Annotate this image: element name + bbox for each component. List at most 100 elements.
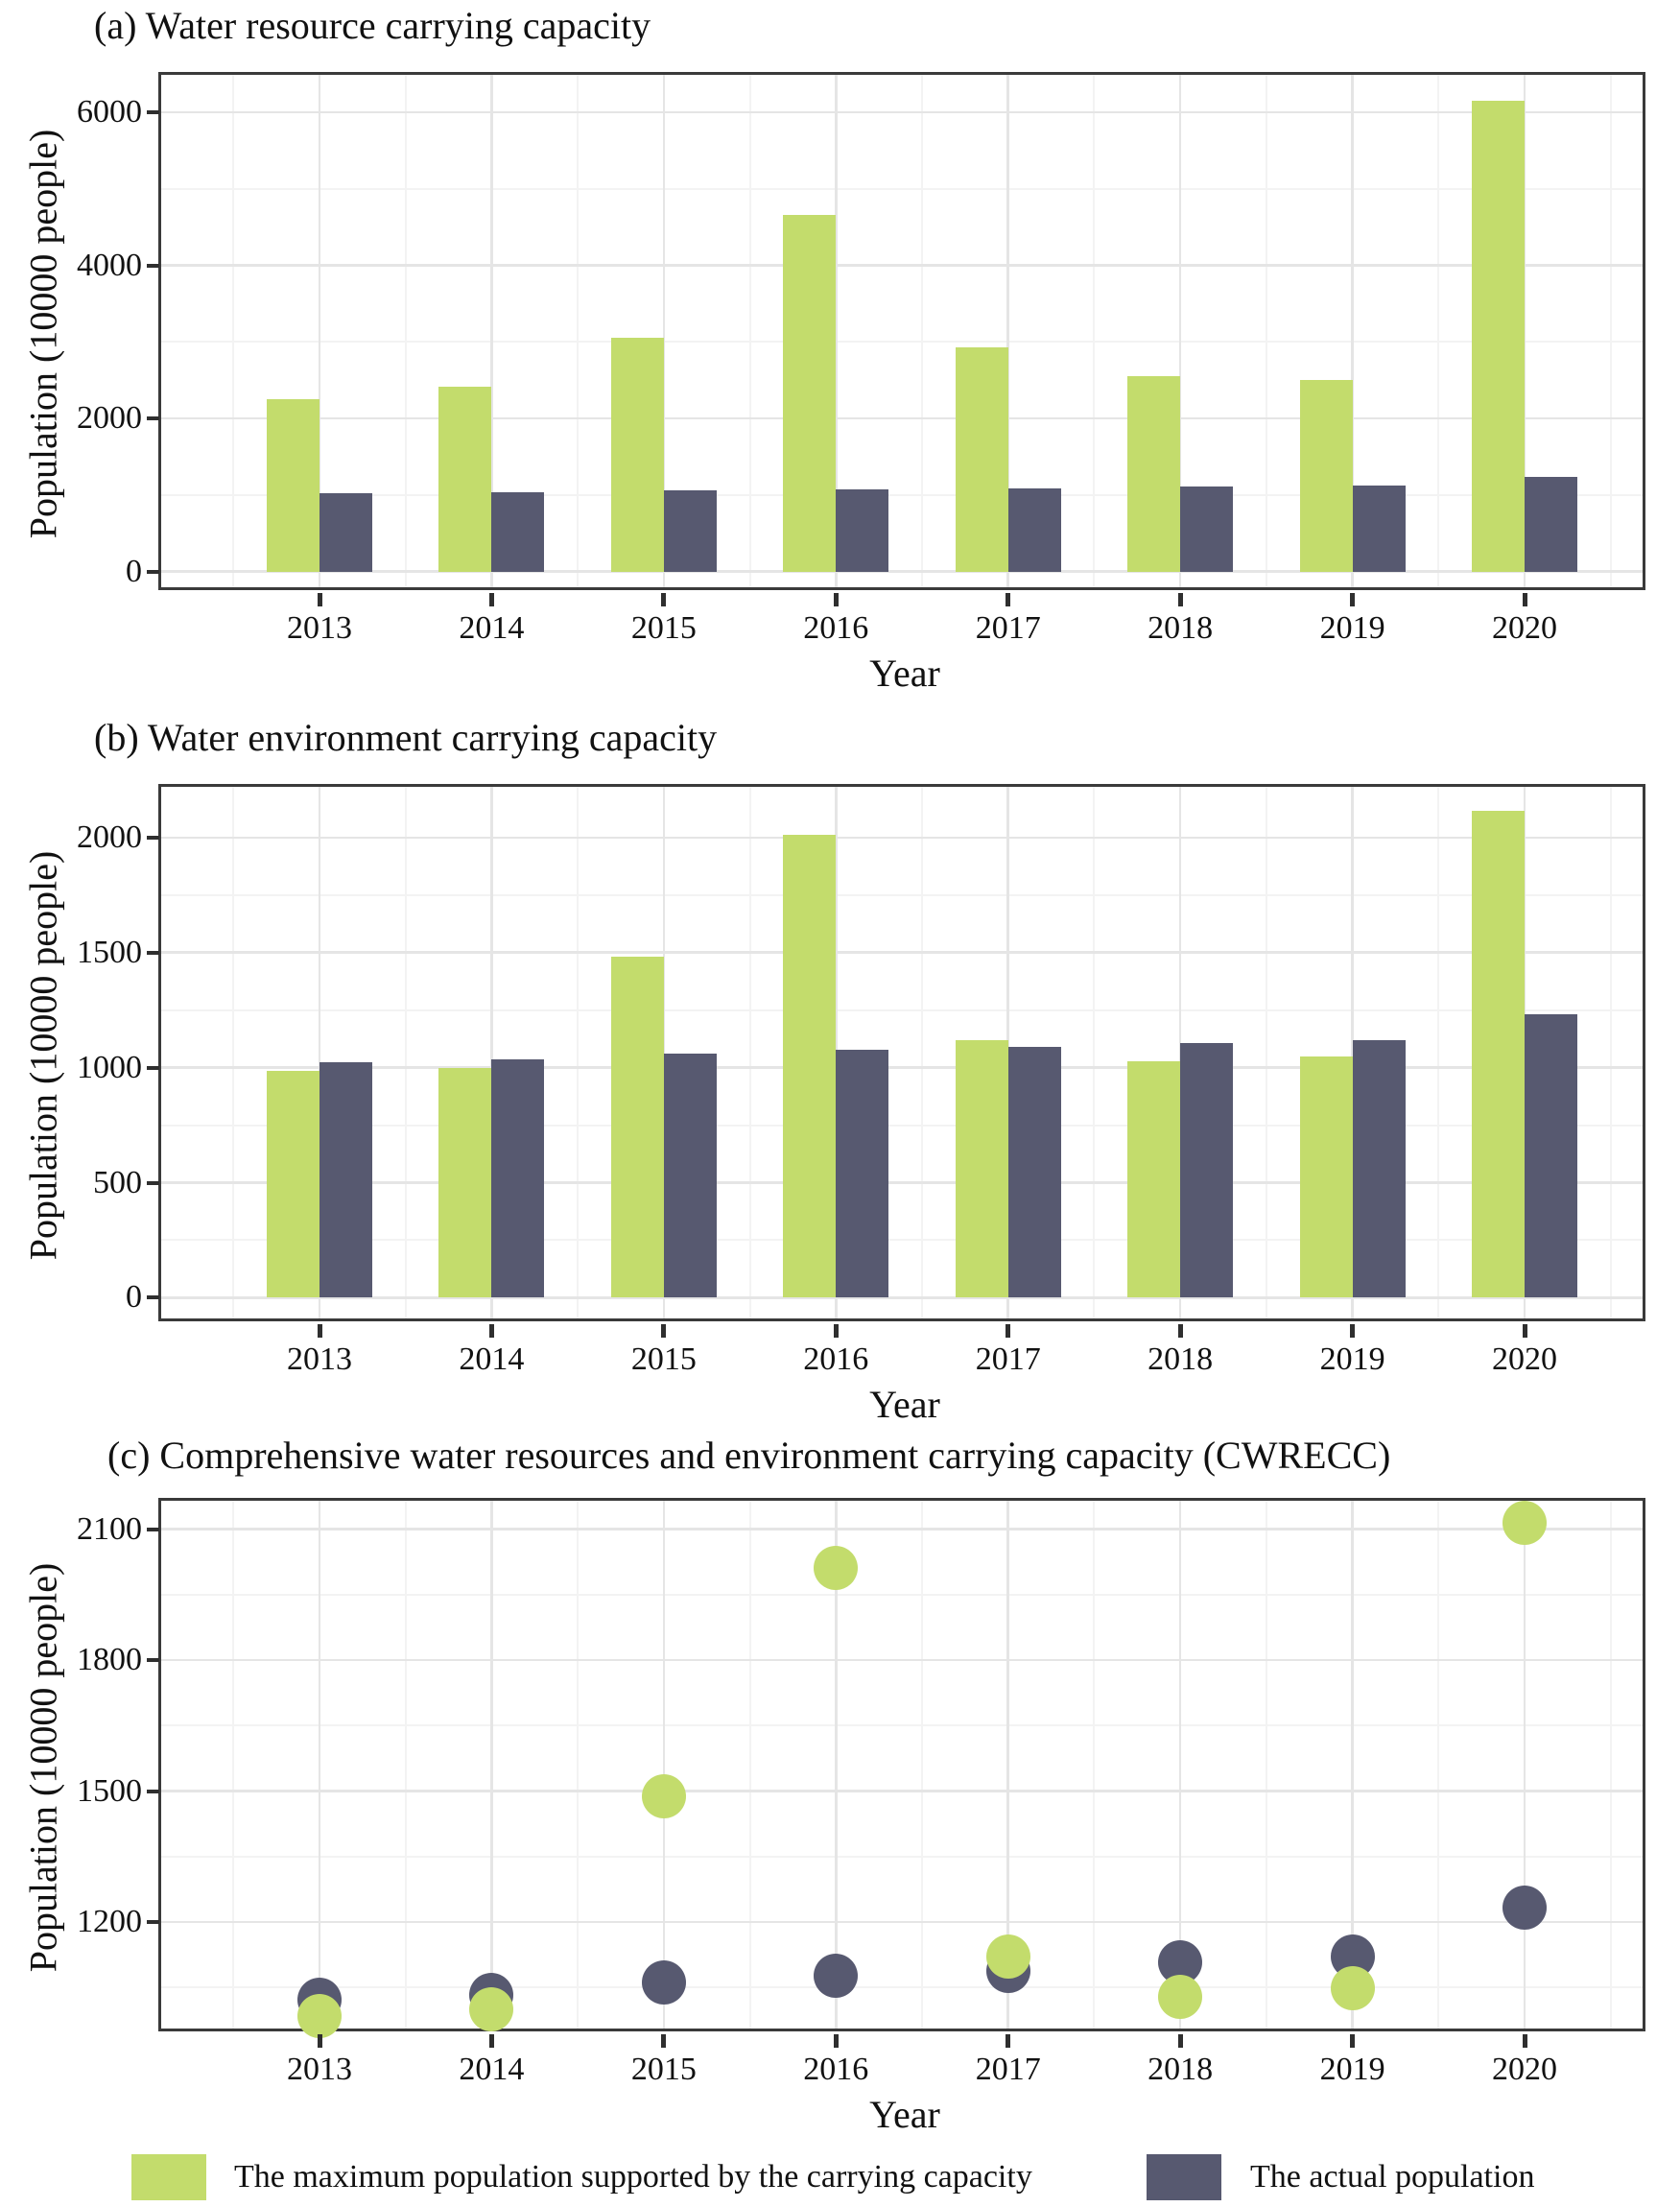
y-tick-mark: [147, 263, 159, 268]
bar-max-population-2019: [1299, 379, 1353, 572]
y-tick-mark: [147, 950, 159, 955]
x-tick-label-2020: 2020: [1492, 1341, 1557, 1377]
x-tick-mark: [1350, 593, 1356, 606]
y-tick-label: 0: [126, 553, 142, 589]
point-max-population-2020: [1503, 1501, 1547, 1546]
h-gridline-minor: [161, 1986, 1643, 1989]
x-axis-title: Year: [869, 1383, 940, 1426]
x-tick-mark: [488, 1324, 494, 1338]
h-gridline-minor: [161, 493, 1643, 496]
h-gridline-major: [161, 951, 1643, 954]
v-gridline-major: [835, 1501, 838, 2029]
x-tick-label-2014: 2014: [459, 610, 525, 646]
y-tick-mark: [147, 1065, 159, 1070]
bar-actual-population-2014: [491, 492, 545, 572]
bar-max-population-2013: [267, 398, 319, 572]
v-gridline-minor: [921, 1501, 923, 2029]
bar-max-population-2018: [1127, 1060, 1181, 1298]
bar-max-population-2017: [955, 1039, 1008, 1298]
bar-max-population-2015: [610, 956, 664, 1298]
point-actual-population-2020: [1503, 1886, 1547, 1931]
y-tick-mark: [147, 110, 159, 115]
v-gridline-minor: [1437, 787, 1440, 1318]
v-gridline-minor: [1609, 75, 1612, 587]
v-gridline-minor: [404, 1501, 407, 2029]
y-tick-mark: [147, 416, 159, 421]
bar-max-population-2020: [1472, 100, 1525, 572]
x-tick-label-2015: 2015: [630, 610, 697, 646]
h-gridline-major: [161, 570, 1643, 573]
x-tick-mark: [833, 2034, 839, 2048]
h-gridline-minor: [161, 341, 1643, 344]
point-actual-population-2015: [641, 1960, 686, 2005]
x-tick-label-2018: 2018: [1148, 1341, 1214, 1377]
x-tick-label-2015: 2015: [630, 2052, 697, 2087]
x-tick-mark: [1350, 1324, 1356, 1338]
v-gridline-minor: [1437, 75, 1440, 587]
h-gridline-major: [161, 1920, 1643, 1924]
bar-max-population-2014: [438, 387, 492, 572]
v-gridline-major: [1178, 75, 1182, 587]
bar-max-population-2019: [1299, 1056, 1353, 1298]
bar-max-population-2018: [1127, 376, 1181, 572]
bar-max-population-2016: [783, 214, 837, 572]
y-tick-mark: [147, 1658, 159, 1663]
x-tick-label-2016: 2016: [803, 2052, 869, 2087]
bar-max-population-2015: [610, 337, 664, 572]
v-gridline-major: [318, 75, 321, 587]
bar-actual-population-2017: [1007, 1047, 1061, 1298]
h-gridline-major: [161, 264, 1643, 267]
v-gridline-major: [318, 787, 321, 1318]
x-tick-label-2017: 2017: [975, 2052, 1041, 2087]
v-gridline-major: [1523, 75, 1526, 587]
x-tick-mark: [1006, 593, 1011, 606]
point-max-population-2018: [1158, 1975, 1203, 2020]
x-tick-label-2016: 2016: [803, 610, 869, 646]
v-gridline-major: [1351, 1501, 1354, 2029]
h-gridline-minor: [161, 1855, 1643, 1858]
y-tick-mark: [147, 1295, 159, 1300]
x-tick-label-2018: 2018: [1148, 2052, 1214, 2087]
v-gridline-minor: [748, 1501, 751, 2029]
h-gridline-minor: [161, 187, 1643, 190]
v-gridline-minor: [1093, 787, 1096, 1318]
x-tick-label-2013: 2013: [287, 610, 352, 646]
bar-actual-population-2015: [663, 490, 717, 572]
panel-b-plot-area: 0 500 1000 1500 2000 2013 2014 2015 2016 2017 2018…: [22, 784, 1645, 1426]
bar-actual-population-2020: [1525, 1013, 1577, 1298]
x-tick-mark: [1177, 1324, 1183, 1338]
v-gridline-minor: [404, 75, 407, 587]
point-max-population-2014: [469, 1987, 514, 2032]
x-tick-label-2020: 2020: [1492, 2052, 1557, 2087]
legend-label-actual-population: The actual population: [1250, 2159, 1535, 2195]
y-tick-mark: [147, 1527, 159, 1531]
y-tick-label: 1000: [77, 1049, 142, 1085]
x-tick-label-2013: 2013: [287, 1341, 352, 1377]
v-gridline-major: [1351, 75, 1354, 587]
y-tick-label: 2000: [77, 400, 142, 437]
y-tick-label: 1200: [77, 1904, 142, 1940]
x-tick-mark: [1522, 593, 1527, 606]
v-gridline-major: [490, 1501, 493, 2029]
y-tick-mark: [147, 835, 159, 840]
legend-swatch-max-population: [131, 2154, 206, 2200]
v-gridline-minor: [1093, 75, 1096, 587]
x-tick-mark: [488, 593, 494, 606]
h-gridline-major: [161, 1528, 1643, 1531]
x-tick-mark: [833, 1324, 839, 1338]
bar-actual-population-2019: [1352, 1039, 1406, 1298]
x-tick-mark: [1006, 1324, 1011, 1338]
y-tick-label: 6000: [77, 94, 142, 131]
v-gridline-minor: [1609, 787, 1612, 1318]
x-tick-mark: [1177, 2034, 1183, 2048]
v-gridline-major: [318, 1501, 321, 2029]
x-tick-mark: [488, 2034, 494, 2048]
v-gridline-minor: [232, 787, 235, 1318]
y-tick-mark: [147, 1920, 159, 1925]
panel-c-plot-area: 1200 1500 1800 2100 2013 2014 2015 2016 2017 2018…: [22, 1498, 1645, 2136]
y-tick-label: 1800: [77, 1642, 142, 1678]
point-max-population-2015: [641, 1774, 686, 1819]
h-gridline-major: [161, 110, 1643, 114]
